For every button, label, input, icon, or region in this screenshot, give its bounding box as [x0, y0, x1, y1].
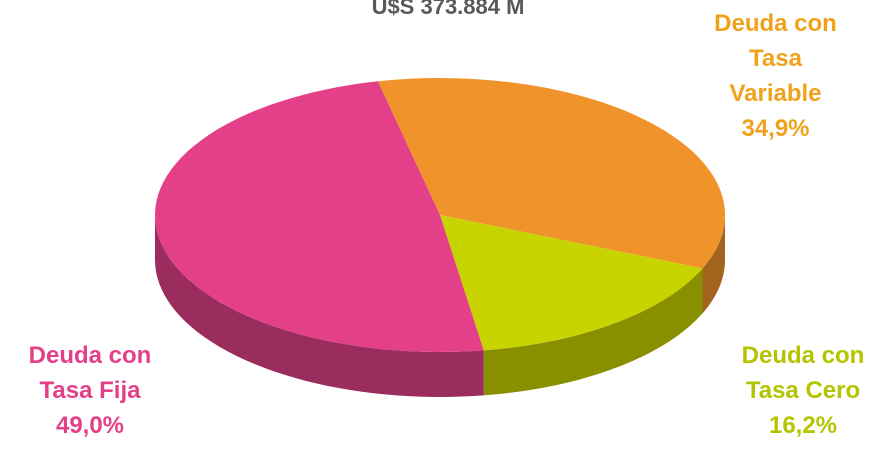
slice-side	[483, 268, 703, 396]
value-label: 34,9%	[741, 115, 810, 142]
slice-label: Deuda con Tasa Variable 34,9%	[708, 6, 843, 146]
slice-side	[155, 215, 484, 397]
slice-label: Deuda con Tasa Fija 49,0%	[15, 338, 165, 443]
pie-slice	[154, 81, 484, 352]
value-label: 49,0%	[55, 412, 125, 439]
category-label: Deuda con Tasa Cero	[741, 342, 865, 404]
category-label: Deuda con Tasa Variable	[714, 10, 837, 107]
category-label: Deuda con Tasa Fija	[28, 342, 152, 404]
slice-label: Deuda con Tasa Cero 16,2%	[728, 338, 878, 443]
value-label: 16,2%	[768, 412, 838, 439]
slice-side	[702, 215, 725, 314]
pie-slice	[377, 77, 725, 269]
pie-slice	[440, 215, 703, 351]
chart-title: U$S 373.884 M	[371, 0, 525, 19]
